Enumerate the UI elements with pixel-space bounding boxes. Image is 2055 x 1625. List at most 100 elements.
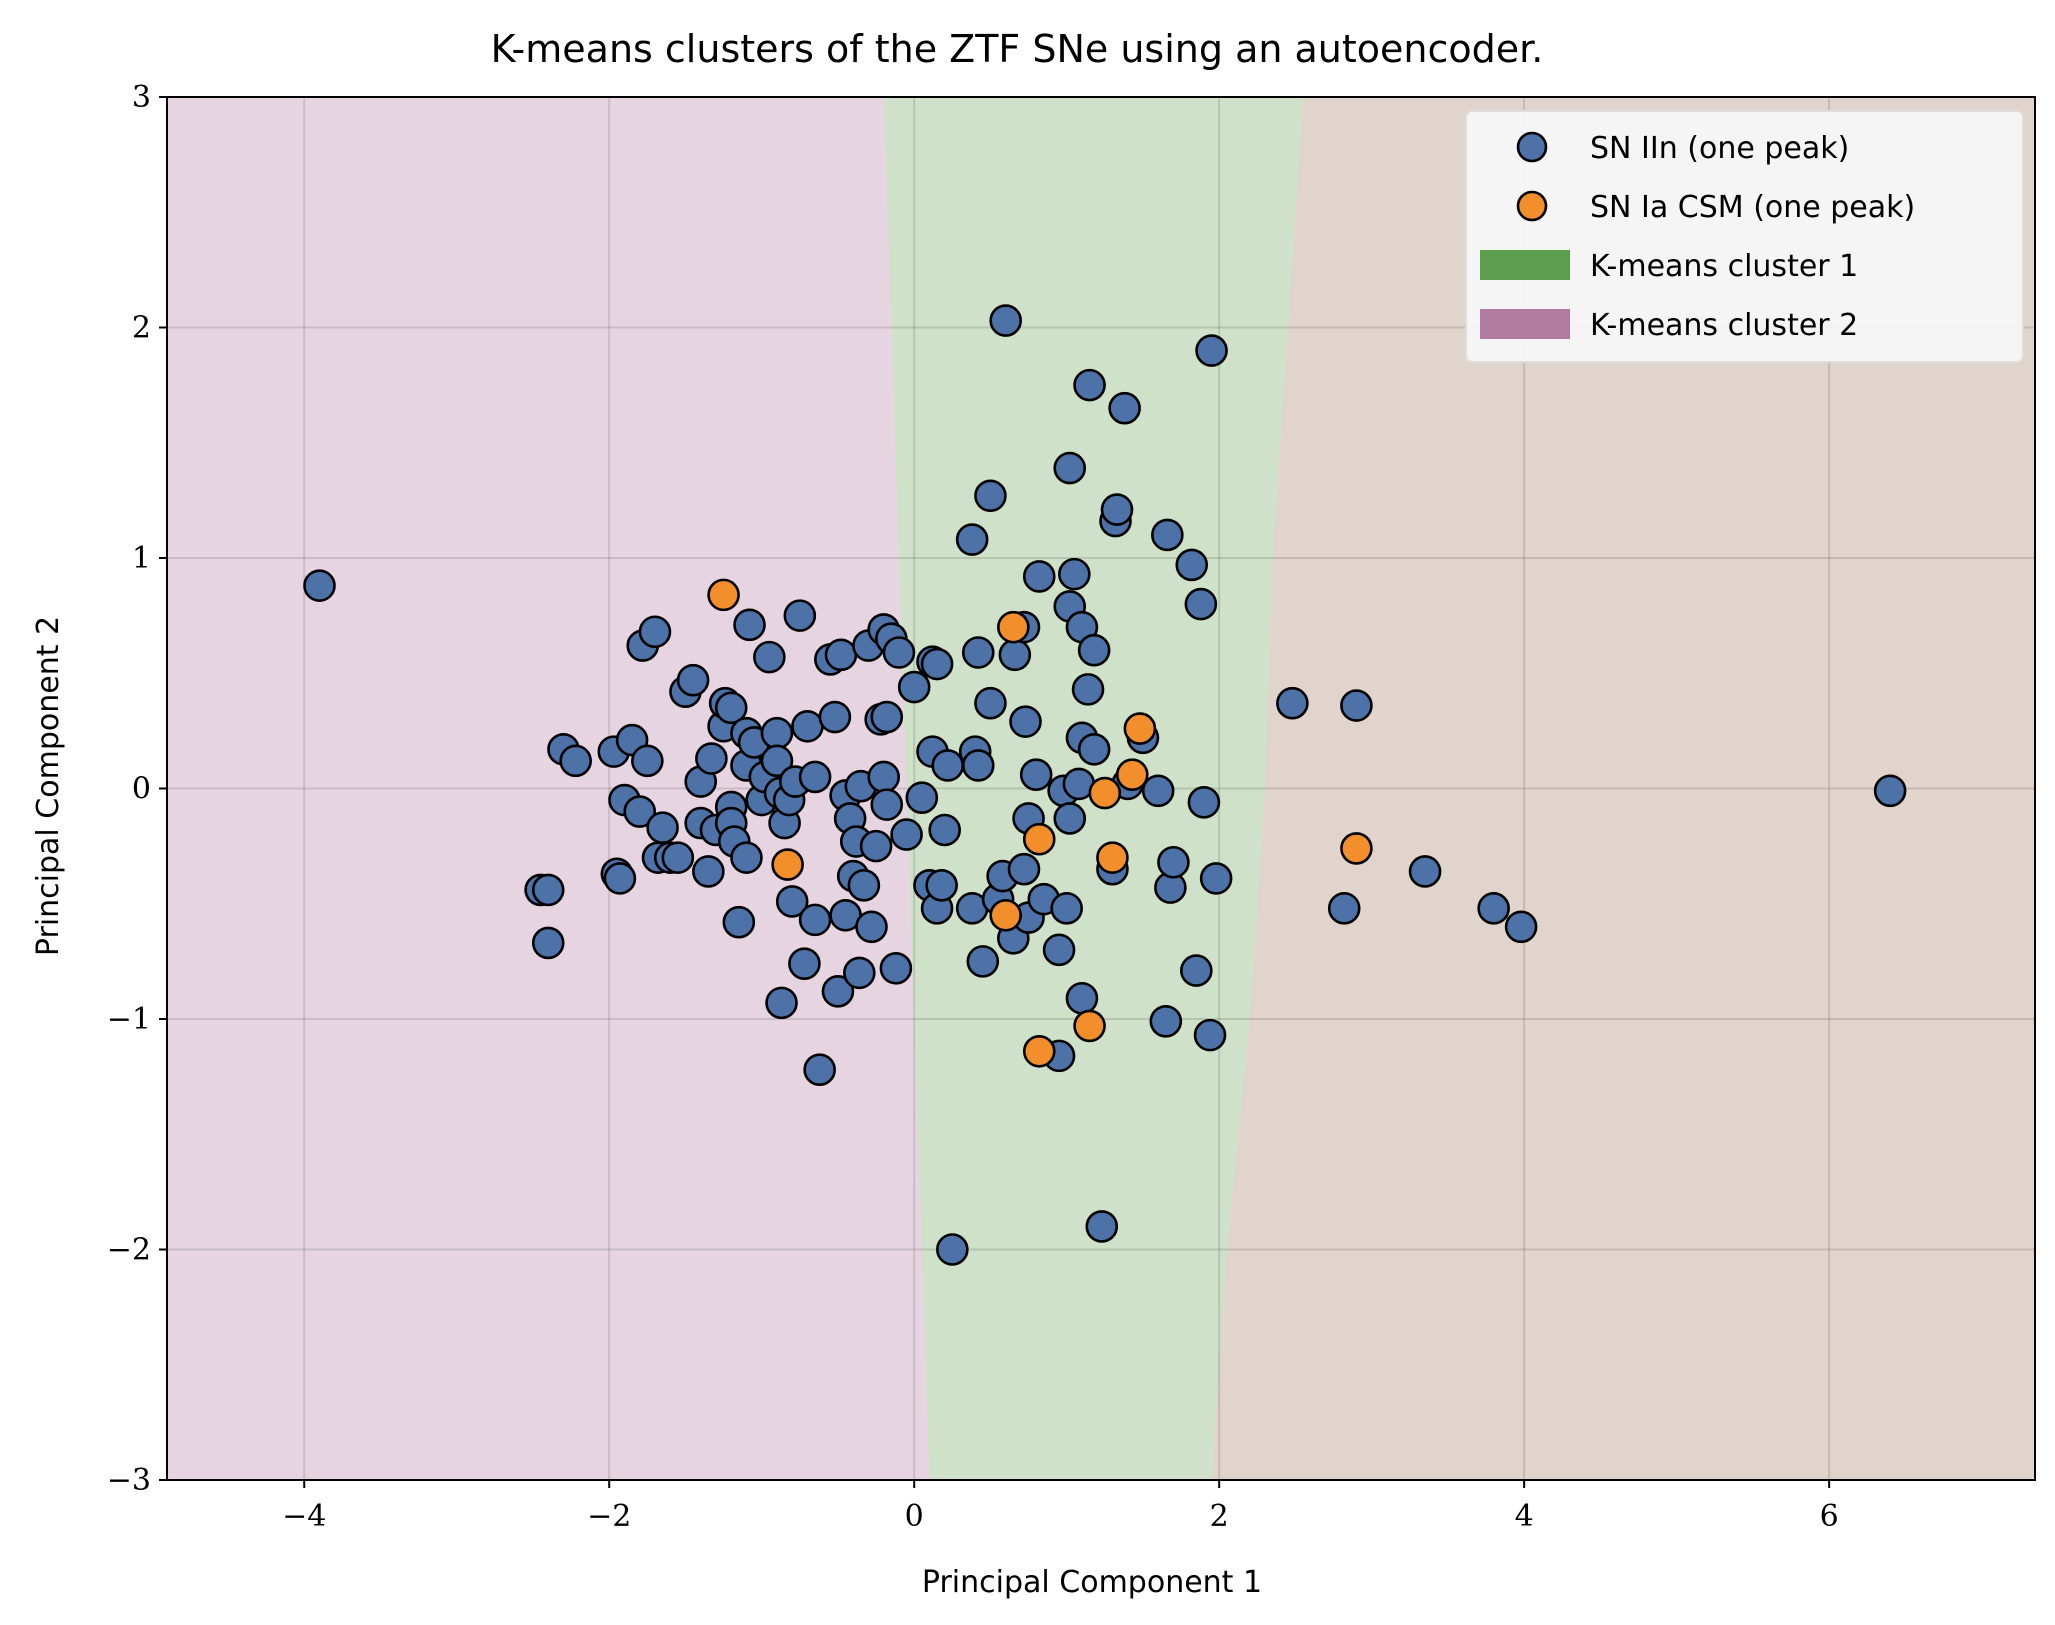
point-sn-iin bbox=[559, 744, 592, 778]
point-sn-ia-csm bbox=[1115, 758, 1149, 791]
point-sn-ia-csm bbox=[1123, 712, 1157, 745]
point-sn-iin bbox=[936, 1233, 969, 1266]
point-sn-iin bbox=[646, 811, 679, 844]
point-sn-iin bbox=[1327, 892, 1361, 925]
point-sn-ia-csm bbox=[771, 848, 804, 881]
point-sn-iin bbox=[1199, 862, 1233, 895]
point-sn-iin bbox=[974, 479, 1007, 513]
point-sn-iin bbox=[765, 986, 798, 1020]
point-sn-iin bbox=[1408, 855, 1442, 888]
y-tick-label: 0 bbox=[132, 772, 151, 807]
point-sn-iin bbox=[890, 818, 923, 851]
point-sn-iin bbox=[1340, 689, 1373, 722]
point-sn-ia-csm bbox=[1073, 1009, 1106, 1043]
point-sn-iin bbox=[931, 749, 965, 782]
point-sn-iin bbox=[1085, 1210, 1119, 1243]
point-sn-iin bbox=[847, 869, 881, 902]
point-sn-iin bbox=[791, 709, 824, 743]
point-sn-ia-csm bbox=[1340, 832, 1373, 865]
point-sn-iin bbox=[531, 873, 565, 907]
point-sn-iin bbox=[859, 829, 893, 863]
point-sn-iin bbox=[998, 638, 1032, 672]
point-sn-iin bbox=[1077, 733, 1111, 766]
point-sn-iin bbox=[824, 638, 858, 672]
point-sn-iin bbox=[798, 760, 832, 794]
point-sn-iin bbox=[955, 523, 989, 556]
y-axis-label: Principal Component 2 bbox=[31, 616, 66, 956]
y-tick-label: 1 bbox=[132, 541, 151, 576]
point-sn-iin bbox=[1042, 933, 1076, 967]
legend-marker bbox=[1516, 190, 1548, 222]
point-sn-iin bbox=[821, 975, 855, 1008]
point-sn-iin bbox=[843, 956, 876, 990]
point-sn-iin bbox=[1276, 686, 1309, 720]
legend-label: K-means cluster 2 bbox=[1590, 308, 1858, 343]
point-sn-iin bbox=[1175, 548, 1209, 582]
legend-label: SN Ia CSM (one peak) bbox=[1590, 190, 1915, 225]
point-sn-iin bbox=[1050, 892, 1083, 925]
point-sn-iin bbox=[1009, 705, 1042, 738]
point-sn-iin bbox=[882, 636, 916, 669]
point-sn-iin bbox=[1065, 981, 1099, 1015]
point-sn-iin bbox=[1100, 493, 1134, 526]
x-tick-label: −4 bbox=[282, 1499, 326, 1534]
region-cluster-3 bbox=[1211, 97, 2035, 1480]
legend-patch bbox=[1480, 309, 1570, 339]
point-sn-iin bbox=[974, 686, 1007, 720]
y-tick-label: 3 bbox=[132, 80, 151, 115]
point-sn-iin bbox=[722, 905, 756, 939]
legend-label: K-means cluster 1 bbox=[1590, 249, 1858, 284]
point-sn-iin bbox=[760, 716, 794, 750]
point-sn-iin bbox=[775, 885, 809, 918]
point-sn-iin bbox=[1180, 954, 1213, 987]
point-sn-iin bbox=[631, 744, 664, 778]
point-sn-iin bbox=[1073, 368, 1106, 402]
x-axis-label: Principal Component 1 bbox=[922, 1565, 1262, 1600]
point-sn-iin bbox=[695, 742, 728, 775]
point-sn-iin bbox=[1053, 451, 1087, 485]
chart-title: K-means clusters of the ZTF SNe using an… bbox=[491, 27, 1544, 71]
point-sn-iin bbox=[753, 640, 786, 674]
point-sn-iin bbox=[623, 795, 657, 828]
point-sn-iin bbox=[1053, 802, 1087, 835]
point-sn-iin bbox=[925, 869, 958, 902]
point-sn-iin bbox=[661, 841, 695, 874]
point-sn-iin bbox=[733, 608, 766, 642]
point-sn-ia-csm bbox=[1088, 776, 1122, 810]
point-sn-iin bbox=[905, 781, 939, 815]
y-tick-label: −3 bbox=[107, 1463, 151, 1498]
point-sn-iin bbox=[1149, 1005, 1183, 1038]
point-sn-iin bbox=[1873, 774, 1907, 808]
point-sn-iin bbox=[920, 647, 954, 681]
y-tick-label: −2 bbox=[107, 1233, 151, 1268]
point-sn-iin bbox=[961, 636, 995, 669]
point-sn-iin bbox=[966, 945, 1000, 978]
legend-patch bbox=[1480, 250, 1570, 280]
x-tick-label: −2 bbox=[587, 1499, 631, 1534]
point-sn-iin bbox=[879, 951, 913, 985]
point-sn-ia-csm bbox=[997, 610, 1030, 644]
point-sn-iin bbox=[1141, 774, 1175, 808]
point-sn-iin bbox=[818, 700, 852, 734]
point-sn-iin bbox=[1071, 673, 1105, 706]
y-tick-label: −1 bbox=[107, 1002, 151, 1037]
x-tick-label: 4 bbox=[1515, 1499, 1534, 1534]
point-sn-iin bbox=[867, 760, 901, 794]
point-sn-iin bbox=[961, 749, 995, 782]
point-sn-iin bbox=[897, 670, 931, 704]
point-sn-iin bbox=[1477, 892, 1510, 925]
point-sn-iin bbox=[730, 841, 763, 874]
point-sn-iin bbox=[1058, 557, 1091, 591]
point-sn-iin bbox=[676, 663, 710, 697]
point-sn-iin bbox=[692, 855, 725, 888]
point-sn-iin bbox=[870, 788, 904, 821]
point-sn-iin bbox=[1195, 334, 1228, 367]
point-sn-iin bbox=[783, 599, 817, 632]
point-sn-ia-csm bbox=[989, 898, 1022, 932]
point-sn-iin bbox=[788, 947, 821, 980]
point-sn-iin bbox=[1022, 560, 1056, 593]
point-sn-iin bbox=[798, 903, 832, 937]
point-sn-iin bbox=[638, 615, 672, 649]
point-sn-iin bbox=[760, 744, 794, 778]
point-sn-iin bbox=[531, 926, 565, 960]
